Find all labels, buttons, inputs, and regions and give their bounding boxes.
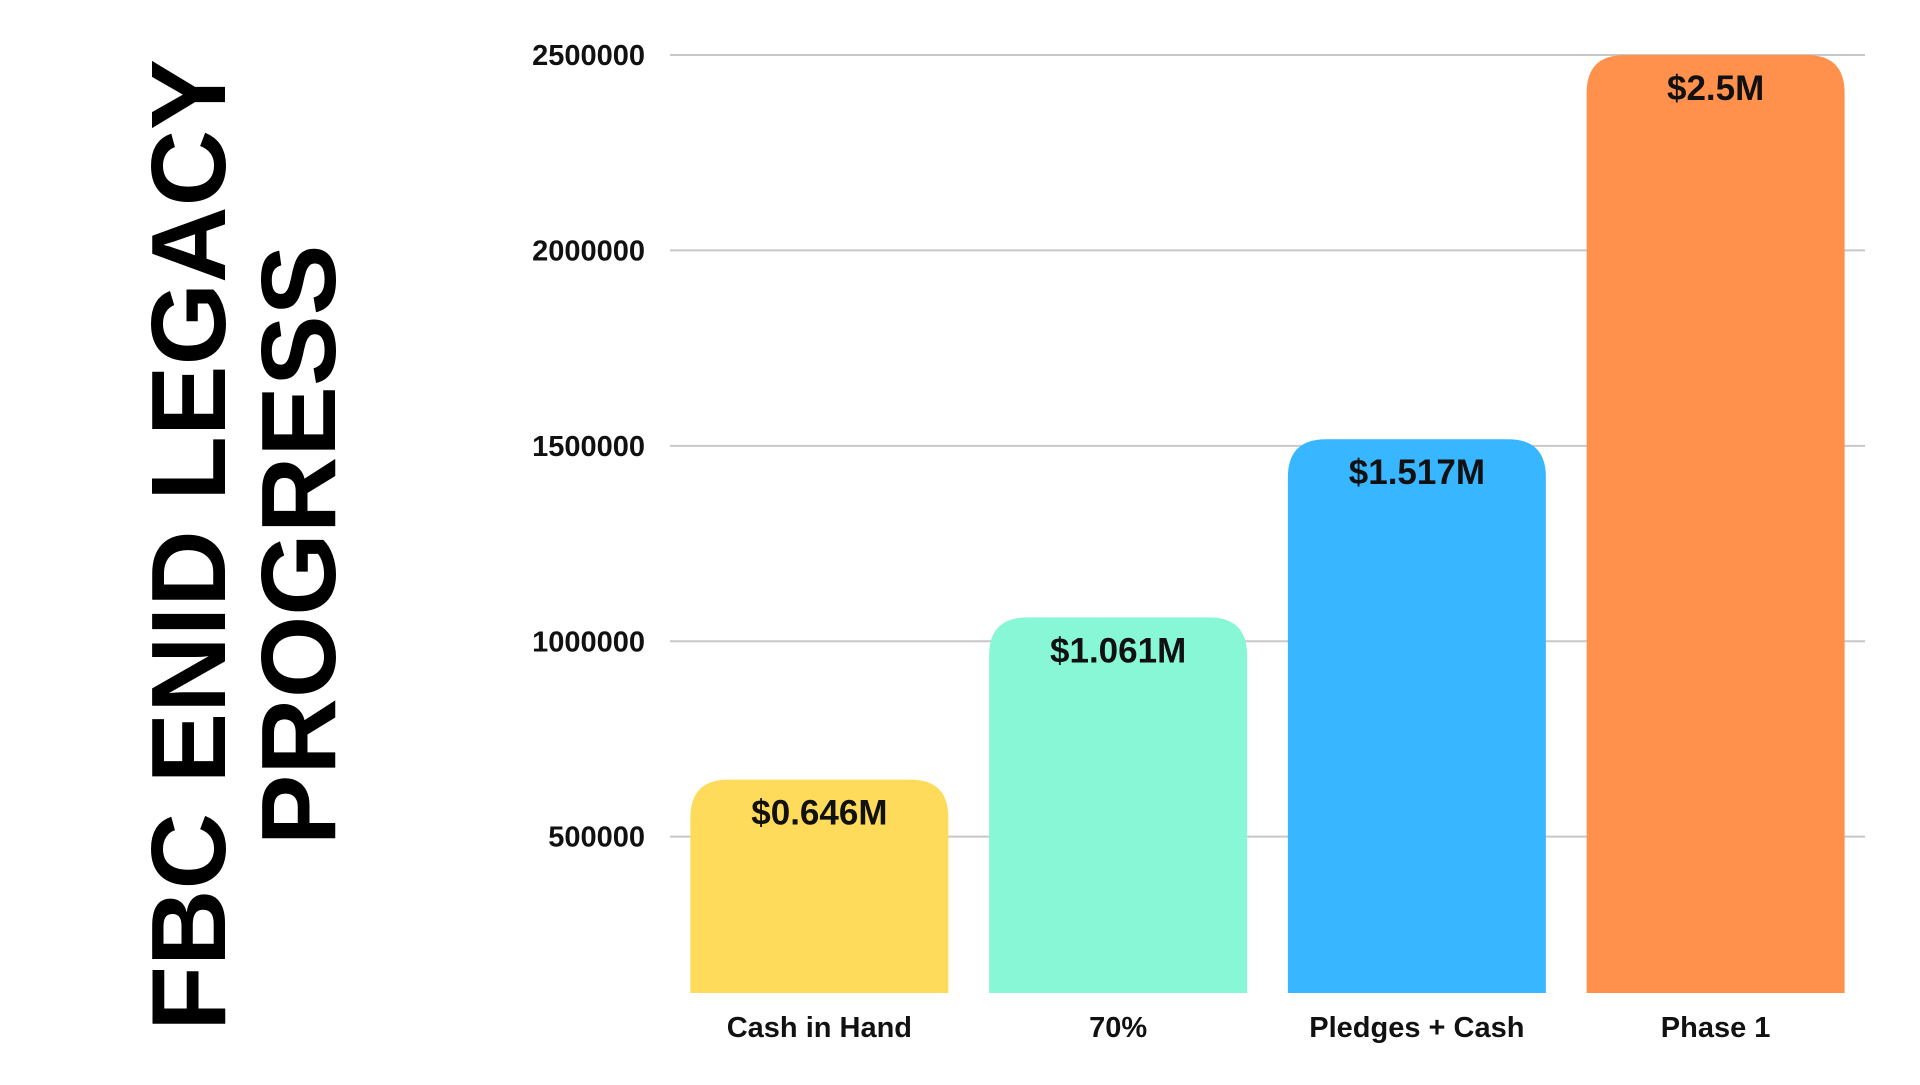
x-tick-label: Phase 1: [1661, 1012, 1771, 1044]
bar-data-label: $1.517M: [1349, 453, 1485, 492]
y-tick-label: 500000: [548, 822, 645, 854]
y-tick-label: 2000000: [532, 235, 645, 267]
x-tick-label: 70%: [1089, 1012, 1147, 1044]
bar-data-label: $1.061M: [1050, 631, 1186, 670]
x-axis-ticks: Cash in Hand 70% Pledges + Cash Phase 1: [727, 1012, 1771, 1044]
bar: [1586, 55, 1845, 993]
x-tick-label: Pledges + Cash: [1309, 1012, 1524, 1044]
bar: [989, 617, 1248, 993]
chart-title-line-1: FBC ENID LEGACY: [130, 59, 248, 1031]
bar-data-labels: $0.646M $1.061M $1.517M $2.5M: [751, 69, 1764, 833]
chart-title-line-2: PROGRESS: [240, 245, 358, 846]
bars: [690, 55, 1845, 993]
bar-data-label: $2.5M: [1667, 69, 1764, 108]
x-tick-label: Cash in Hand: [727, 1012, 912, 1044]
bar: [1287, 439, 1546, 993]
bar: [690, 779, 949, 993]
y-tick-label: 1000000: [532, 626, 645, 658]
chart-title: FBC ENID LEGACY PROGRESS: [130, 59, 358, 1031]
bar-data-label: $0.646M: [751, 794, 887, 833]
y-axis-ticks: 500000 1000000 1500000 2000000 2500000: [532, 40, 645, 854]
y-tick-label: 1500000: [532, 431, 645, 463]
y-tick-label: 2500000: [532, 40, 645, 72]
